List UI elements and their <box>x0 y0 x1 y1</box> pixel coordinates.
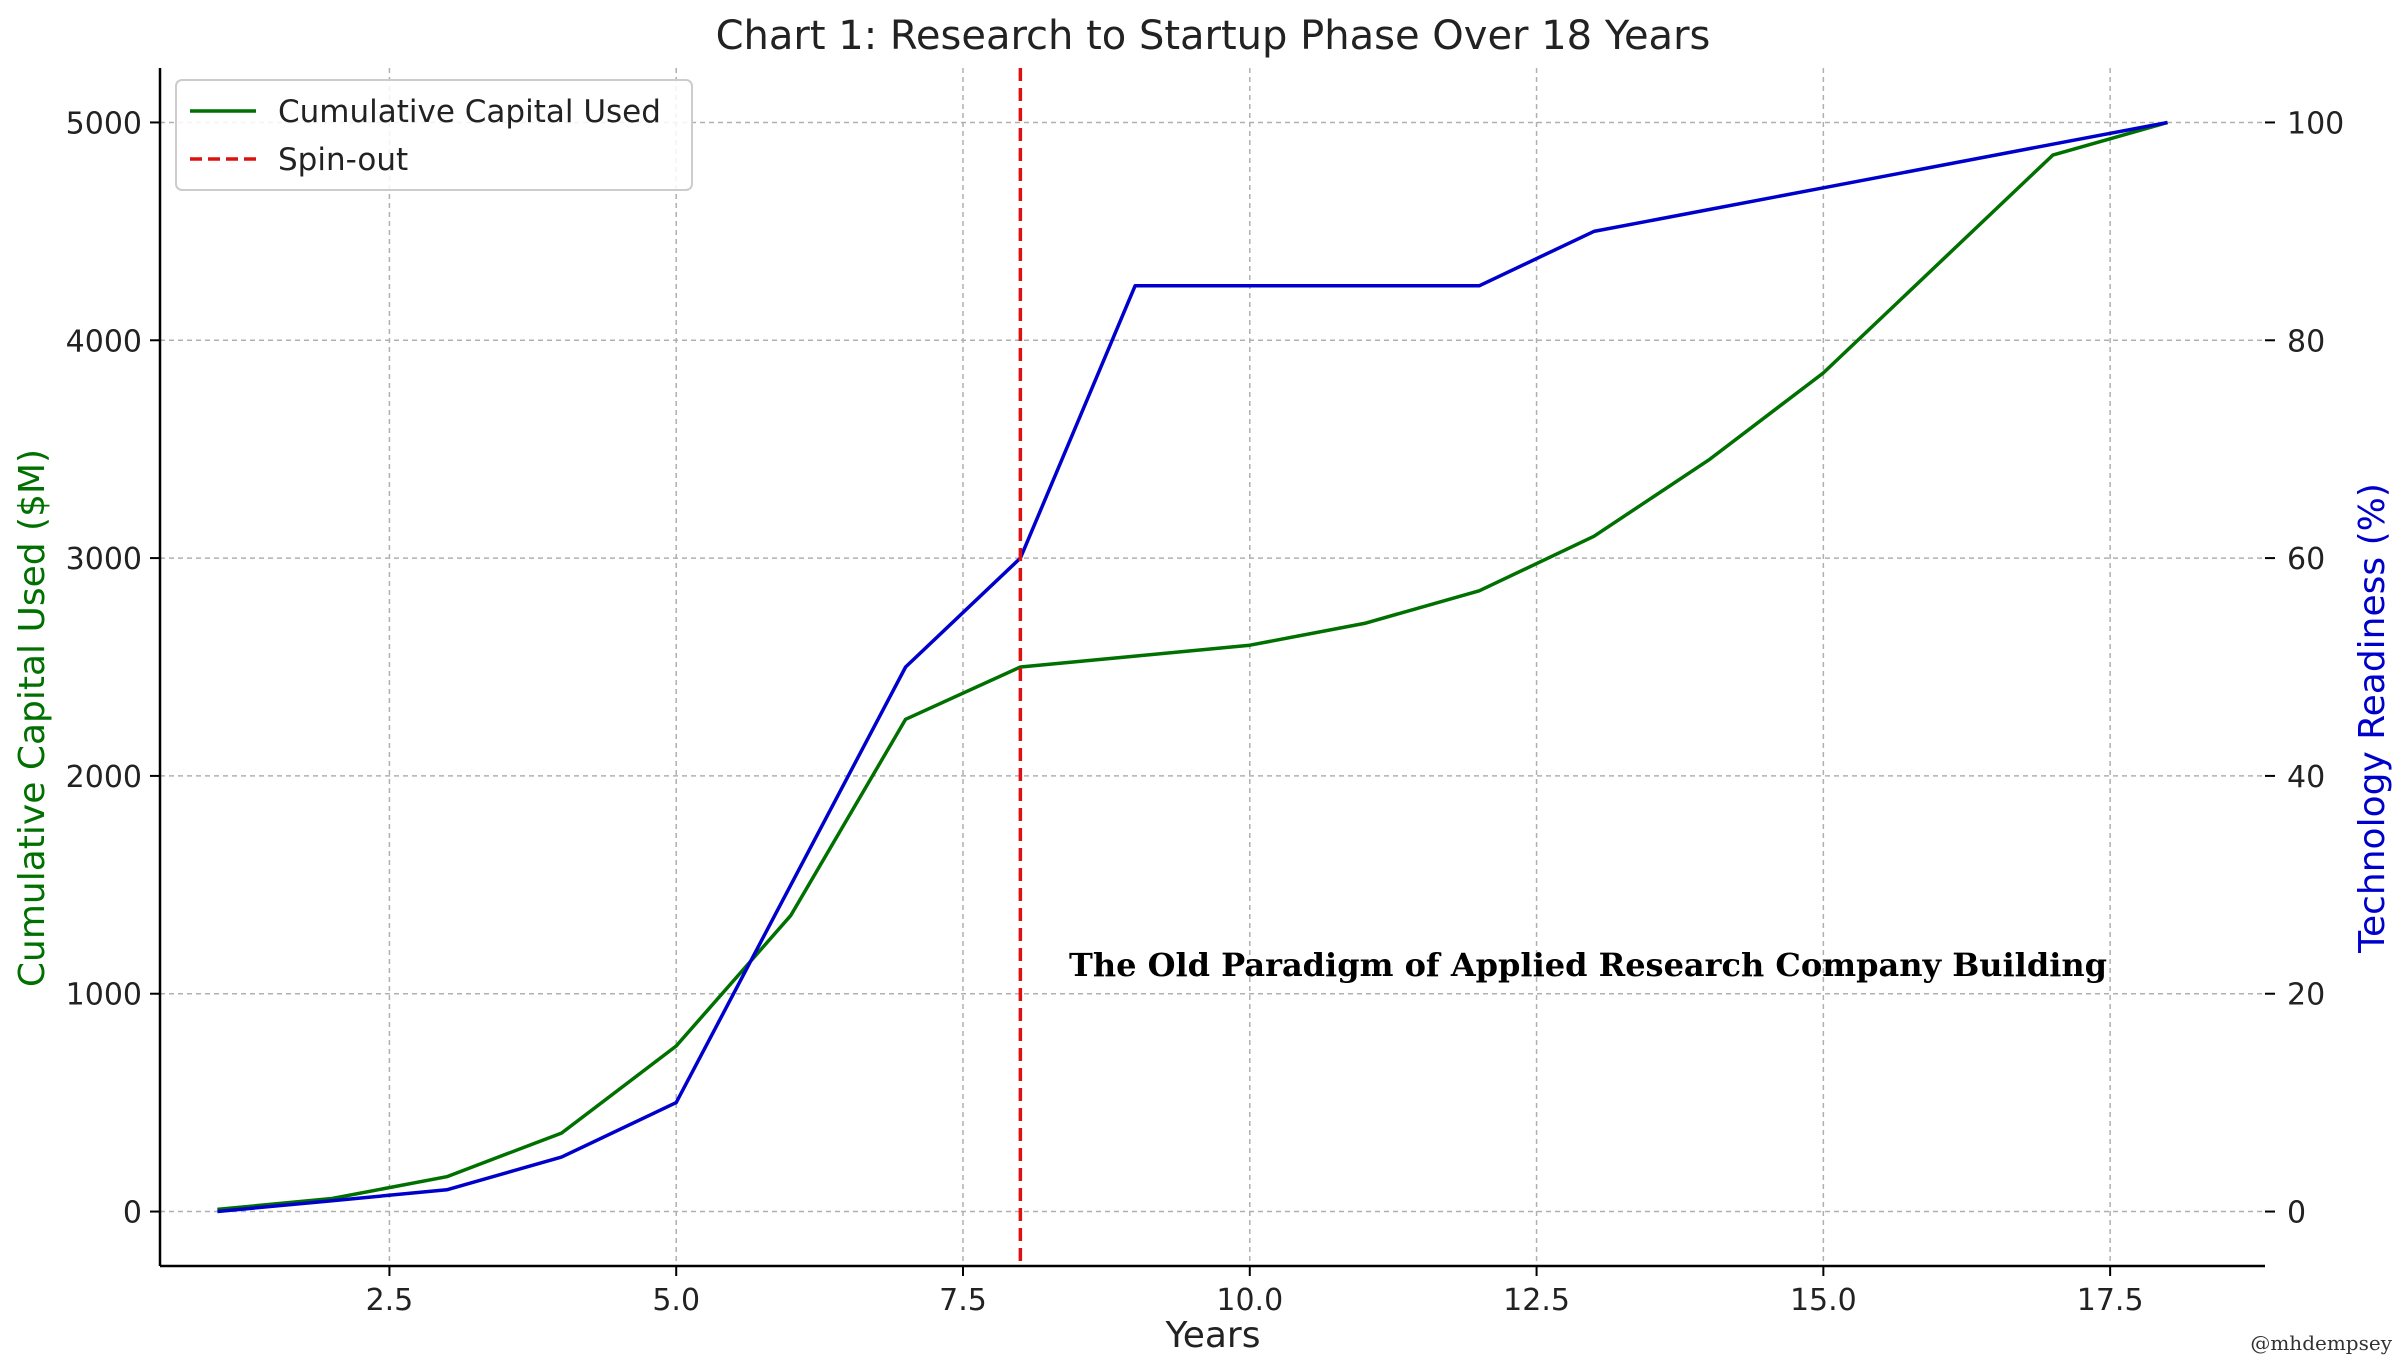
y-right-tick-label-5: 100 <box>2287 106 2344 141</box>
x-tick-label-6: 17.5 <box>2077 1283 2144 1318</box>
y-left-tick-label-3: 3000 <box>66 542 142 577</box>
chart-title: Chart 1: Research to Startup Phase Over … <box>716 13 1711 59</box>
series-line-cumulative-capital <box>217 120 2168 1212</box>
y-left-tick-label-2: 2000 <box>66 760 142 795</box>
x-tick-label-1: 5.0 <box>652 1283 700 1318</box>
y-axis-left-label: Cumulative Capital Used ($M) <box>12 449 53 987</box>
x-tick-label-2: 7.5 <box>939 1283 987 1318</box>
x-tick-label-4: 12.5 <box>1503 1283 1570 1318</box>
grid <box>160 68 2265 1266</box>
y-left-tick-label-1: 1000 <box>66 978 142 1013</box>
x-tick-label-3: 10.0 <box>1216 1283 1283 1318</box>
y-right-tick-label-1: 20 <box>2287 978 2325 1013</box>
legend-label-spinout: Spin-out <box>278 142 408 178</box>
y-left-tick-label-5: 5000 <box>66 106 142 141</box>
watermark-text: @mhdempsey <box>2250 1331 2392 1355</box>
ticks: 2.5 5.0 7.5 10.0 12.5 15.0 17.5010002000300040… <box>66 106 2345 1318</box>
y-axis-right-label: Technology Readiness (%) <box>2352 483 2393 954</box>
legend-box <box>175 79 693 191</box>
annotation-text: The Old Paradigm of Applied Research Com… <box>1069 946 2107 984</box>
legend: Cumulative Capital Used Spin-out <box>175 79 693 191</box>
y-left-tick-label-0: 0 <box>123 1196 142 1231</box>
y-right-tick-label-3: 60 <box>2287 542 2325 577</box>
x-tick-label-0: 2.5 <box>366 1283 414 1318</box>
y-right-tick-label-2: 40 <box>2287 760 2325 795</box>
series-line-technology-readiness <box>217 120 2168 1214</box>
axes <box>158 68 2265 1268</box>
y-left-tick-label-4: 4000 <box>66 324 142 359</box>
x-axis-label: Years <box>1165 1315 1261 1356</box>
legend-label-capital: Cumulative Capital Used <box>278 94 661 130</box>
plot-series <box>217 68 2168 1266</box>
y-right-tick-label-4: 80 <box>2287 324 2325 359</box>
x-tick-label-5: 15.0 <box>1790 1283 1857 1318</box>
y-right-tick-label-0: 0 <box>2287 1196 2306 1231</box>
